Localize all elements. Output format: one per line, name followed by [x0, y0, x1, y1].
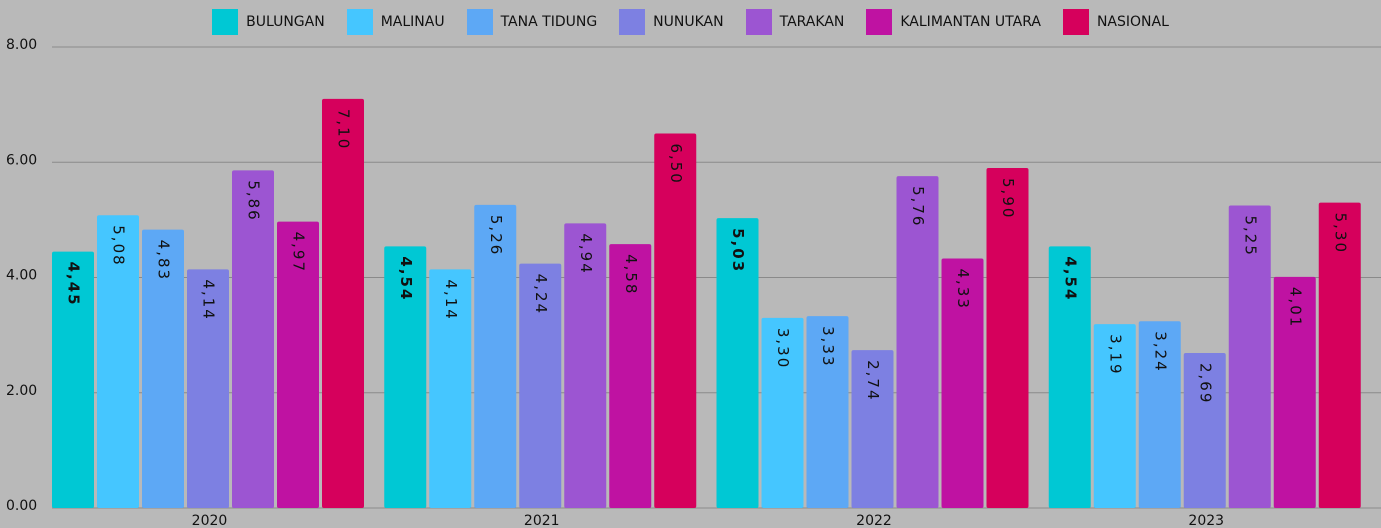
bar: [851, 350, 894, 508]
bar: [1138, 321, 1181, 508]
value-label: 4,33: [954, 268, 972, 309]
bar: [519, 263, 562, 508]
bar: [896, 176, 939, 508]
value-label: 5,08: [110, 225, 128, 266]
value-label: 5,03: [729, 228, 747, 273]
legend-swatch: [866, 9, 893, 35]
value-label: 5,76: [909, 186, 927, 227]
value-label: 4,58: [622, 254, 640, 295]
bar: [322, 98, 364, 509]
value-label: 4,97: [290, 232, 308, 273]
legend-swatch: [466, 9, 493, 35]
bar: [1093, 324, 1136, 508]
legend-item: TANA TIDUNG: [466, 9, 598, 35]
value-label: 5,90: [999, 178, 1017, 219]
bar: [429, 269, 472, 508]
legend-label: KALIMANTAN UTARA: [900, 14, 1041, 30]
bar: [232, 170, 274, 508]
value-label: 5,30: [1331, 213, 1349, 254]
legend-swatch: [619, 9, 646, 35]
bar: [142, 229, 184, 508]
bar: [716, 218, 759, 509]
bar: [806, 316, 849, 508]
legend-swatch: [212, 9, 239, 35]
value-label: 4,14: [200, 279, 218, 320]
legend-label: TANA TIDUNG: [500, 14, 598, 30]
x-tick-label: 2021: [524, 513, 560, 528]
value-label: 4,24: [532, 274, 550, 315]
value-label: 4,83: [155, 240, 173, 281]
x-tick-label: 2020: [192, 513, 228, 528]
legend-label: MALINAU: [380, 14, 445, 30]
value-label: 4,54: [1061, 256, 1079, 301]
y-tick-label: 8.00: [6, 37, 37, 53]
bar: [97, 215, 139, 508]
bar: [52, 251, 94, 508]
value-label: 2,74: [864, 360, 882, 401]
legend-label: NUNUKAN: [653, 14, 724, 30]
bar: [1228, 205, 1271, 508]
bar: [761, 317, 804, 508]
legend-swatch: [745, 9, 772, 35]
legend-label: BULUNGAN: [246, 14, 325, 30]
bar: [564, 223, 607, 508]
value-label: 5,25: [1241, 215, 1259, 256]
value-label: 4,14: [442, 279, 460, 320]
legend-item: BULUNGAN: [212, 9, 325, 35]
bar: [1183, 352, 1226, 508]
x-tick-label: 2023: [1188, 513, 1224, 528]
value-label: 4,94: [577, 233, 595, 274]
value-label: 4,01: [1286, 287, 1304, 328]
value-label: 3,33: [819, 326, 837, 367]
bar: [187, 269, 229, 508]
bar: [986, 168, 1029, 508]
legend-item: TARAKAN: [745, 9, 845, 35]
bar: [1048, 246, 1091, 508]
y-tick-label: 6.00: [6, 152, 37, 168]
legend-item: MALINAU: [346, 9, 445, 35]
y-tick-label: 2.00: [6, 383, 37, 399]
legend-label: TARAKAN: [779, 14, 845, 30]
value-label: 4,45: [65, 262, 83, 307]
legend-swatch: [346, 9, 373, 35]
bar: [1318, 202, 1361, 508]
value-label: 2,69: [1196, 363, 1214, 404]
legend-swatch: [1062, 9, 1089, 35]
value-label: 5,86: [245, 180, 263, 221]
value-label: 3,30: [774, 328, 792, 369]
y-tick-label: 4.00: [6, 268, 37, 284]
legend-item: KALIMANTAN UTARA: [866, 9, 1041, 35]
value-label: 4,54: [397, 256, 415, 301]
value-label: 3,19: [1106, 334, 1124, 375]
legend-label: NASIONAL: [1096, 14, 1169, 30]
value-label: 5,26: [487, 215, 505, 256]
y-tick-label: 0.00: [6, 498, 37, 514]
bar: [1273, 276, 1316, 508]
value-label: 6,50: [667, 143, 685, 184]
x-tick-label: 2022: [856, 513, 892, 528]
value-label: 3,24: [1151, 331, 1169, 372]
bar: [384, 246, 427, 508]
bar: [654, 133, 697, 508]
value-label: 7,10: [335, 109, 353, 150]
legend-item: NUNUKAN: [619, 9, 724, 35]
bar: [474, 204, 517, 508]
legend: BULUNGAN MALINAU TANA TIDUNG NUNUKAN TARAKAN…: [0, 9, 1381, 35]
bar: [941, 258, 984, 508]
bar: [609, 244, 652, 508]
bar: [277, 221, 319, 508]
legend-item: NASIONAL: [1062, 9, 1169, 35]
